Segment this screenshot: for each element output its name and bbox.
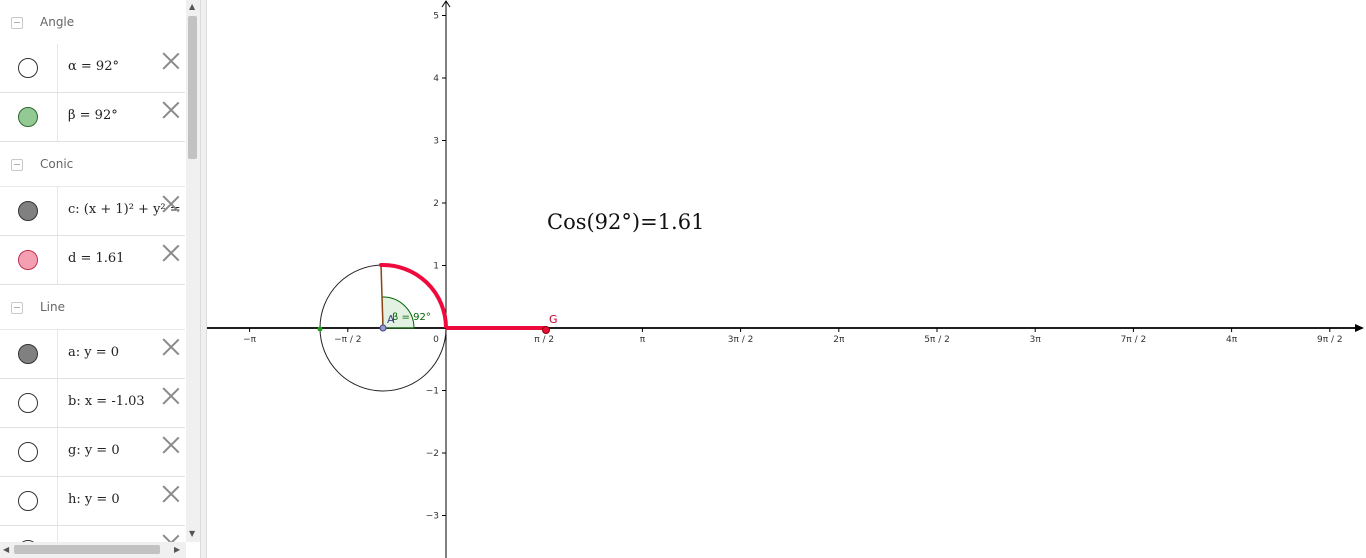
visibility-toggle[interactable] [18,393,38,413]
horizontal-scrollbar[interactable]: ◀ ▶ [0,542,186,558]
y-tick-label: −3 [426,512,439,522]
delete-icon[interactable] [162,436,180,454]
x-tick-label: −π [243,335,257,345]
algebra-item-h[interactable]: h: y = 0 [0,477,185,526]
item-definition[interactable]: d = 1.61 [68,251,125,266]
y-tick-label: 2 [433,199,439,209]
view-splitter[interactable] [200,0,207,558]
cosine-caption: Cos(92°)=1.61 [547,210,705,234]
cosine-arc[interactable] [380,262,448,329]
item-definition[interactable]: a: y = 0 [68,345,120,360]
angle-sector-beta[interactable] [381,296,415,329]
scroll-right-icon[interactable]: ▶ [174,545,181,554]
x-tick-label: π [640,335,646,345]
delete-icon[interactable] [162,338,180,356]
collapse-toggle[interactable] [11,17,23,29]
x-tick-label: 3π [1030,335,1042,345]
category-label: Line [40,300,66,314]
y-tick-label: 5 [433,12,439,22]
x-tick-label: 2π [833,335,845,345]
collapse-toggle[interactable] [11,302,23,314]
item-definition[interactable]: g: y = 0 [68,443,120,458]
point-label-a: A [387,313,395,326]
delete-icon[interactable] [162,485,180,503]
x-tick-label: 9π / 2 [1317,335,1343,345]
point-green[interactable] [317,326,323,332]
y-tick-label: −2 [426,449,439,459]
scroll-left-icon[interactable]: ◀ [3,545,10,554]
item-definition[interactable]: h: y = 0 [68,492,120,507]
point-label-g: G [549,313,558,326]
x-tick-label: 5π / 2 [924,335,950,345]
item-definition[interactable]: b: x = -1.03 [68,394,145,409]
delete-icon[interactable] [162,387,180,405]
point-on-circle[interactable] [379,263,383,267]
item-definition[interactable]: β = 92° [68,108,118,123]
y-tick-label: 4 [433,74,439,84]
collapse-toggle[interactable] [11,159,23,171]
algebra-view: Angle α = 92° β = 92° Conic c: (x + 1)² … [0,0,200,558]
y-tick-label: −1 [426,387,439,397]
x-tick-label: 3π / 2 [728,335,754,345]
visibility-toggle[interactable] [18,250,38,270]
algebra-item-a[interactable]: a: y = 0 [0,330,185,379]
visibility-toggle[interactable] [18,107,38,127]
x-tick-label: 4π [1226,335,1238,345]
visibility-toggle[interactable] [18,344,38,364]
y-tick-label: 1 [433,262,439,272]
vertical-scrollbar[interactable]: ▲ ▼ [186,0,200,542]
scrollbar-thumb[interactable] [14,545,160,554]
visibility-toggle[interactable] [18,201,38,221]
visibility-toggle[interactable] [18,442,38,462]
y-tick-marks: 5 4 3 2 1 −1 −2 −3 [426,12,446,522]
visibility-toggle[interactable] [18,491,38,511]
delete-icon[interactable] [162,52,180,70]
y-tick-label: 3 [433,137,439,147]
x-tick-label: 7π / 2 [1121,335,1147,345]
delete-icon[interactable] [162,244,180,262]
graphics-view[interactable]: −π −π / 2 0 π / 2 π 3π / 2 2π 5π / 2 3π 7π / 2 4π 9… [207,0,1366,558]
algebra-item-g[interactable]: g: y = 0 [0,428,185,477]
x-tick-label: −π / 2 [334,335,361,345]
category-conic: Conic [0,142,185,187]
category-label: Conic [40,157,74,171]
radius-segment[interactable] [380,264,384,329]
scrollbar-thumb[interactable] [188,16,197,159]
item-definition[interactable]: c: (x + 1)² + y² = 1 [68,202,185,217]
delete-icon[interactable] [162,195,180,213]
scroll-down-icon[interactable]: ▼ [189,529,196,538]
delete-icon[interactable] [162,101,180,119]
category-angle: Angle [0,0,185,45]
x-tick-label: 0 [433,335,439,345]
category-line: Line [0,285,185,330]
x-tick-marks: −π −π / 2 0 π / 2 π 3π / 2 2π 5π / 2 3π 7π / 2 4π 9… [243,328,1343,345]
point-a[interactable] [379,324,387,332]
y-axis-arrow-icon [441,0,451,8]
category-label: Angle [40,15,75,29]
algebra-item-beta[interactable]: β = 92° [0,93,185,142]
angle-label-beta: β = 92° [392,312,431,323]
x-tick-label: π / 2 [534,335,554,345]
algebra-item-b[interactable]: b: x = -1.03 [0,379,185,428]
visibility-toggle[interactable] [18,58,38,78]
x-axis-arrow-icon [1355,324,1364,332]
scroll-up-icon[interactable]: ▲ [189,2,196,11]
item-definition[interactable]: α = 92° [68,59,119,74]
algebra-item-d[interactable]: d = 1.61 [0,236,185,285]
algebra-item-c[interactable]: c: (x + 1)² + y² = 1 [0,187,185,236]
algebra-item-alpha[interactable]: α = 92° [0,44,185,93]
point-g[interactable] [542,326,550,334]
